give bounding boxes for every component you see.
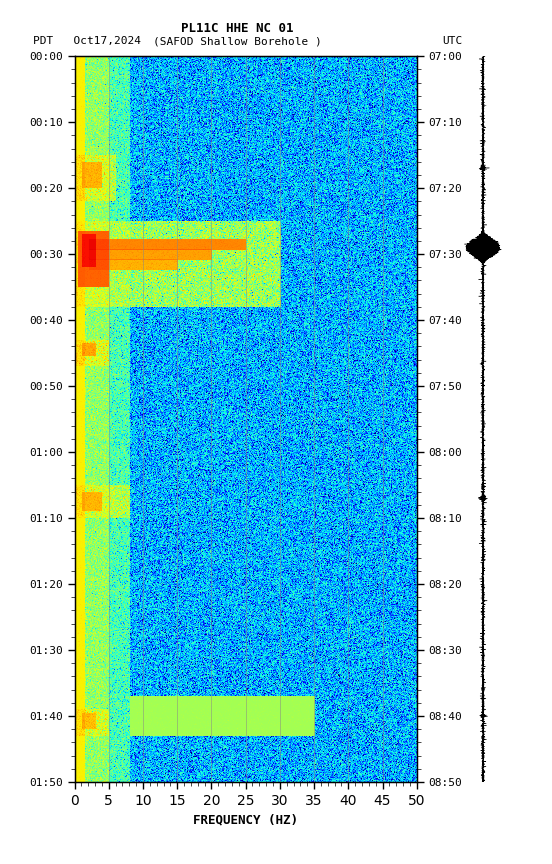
Text: PDT   Oct17,2024: PDT Oct17,2024	[33, 36, 141, 47]
Text: UTC: UTC	[443, 36, 463, 47]
Text: (SAFOD Shallow Borehole ): (SAFOD Shallow Borehole )	[153, 36, 322, 47]
Text: PL11C HHE NC 01: PL11C HHE NC 01	[181, 22, 294, 35]
X-axis label: FREQUENCY (HZ): FREQUENCY (HZ)	[193, 813, 298, 826]
